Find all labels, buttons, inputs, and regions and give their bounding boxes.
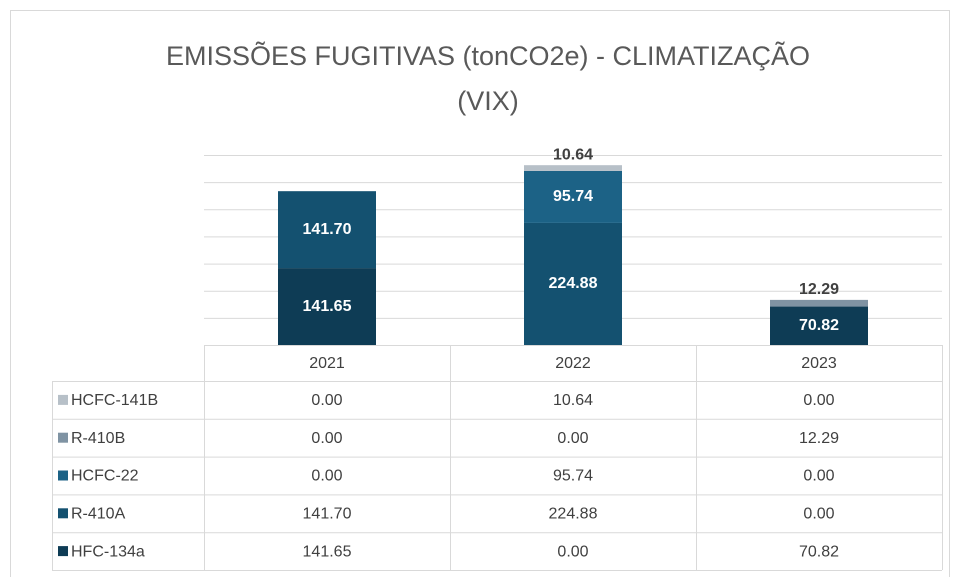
legend-swatch [58,508,68,519]
table-cell: 224.88 [549,506,598,523]
data-label: 224.88 [549,275,598,292]
table-cell: 0.00 [311,430,342,447]
data-label: 10.64 [553,146,593,163]
bar-segment [278,268,376,345]
legend-label: R-410B [71,430,125,447]
legend-swatch [58,394,68,405]
table-cell: 0.00 [311,392,342,409]
table-cell: 141.65 [303,543,352,560]
bar-segment [524,170,622,223]
data-label: 70.82 [799,317,839,334]
chart-frame [10,10,950,577]
data-label: 141.70 [303,221,352,238]
x-tick-label: 2022 [555,355,591,372]
legend-label: HCFC-22 [71,468,139,485]
table-cell: 0.00 [557,430,588,447]
table-cell: 141.70 [303,506,352,523]
table-cell: 0.00 [803,506,834,523]
legend-label: HFC-134a [71,543,145,560]
table-cell: 0.00 [557,543,588,560]
bar-segment [278,191,376,269]
table-cell: 95.74 [553,468,593,485]
x-tick-label: 2023 [801,355,837,372]
chart-title: EMISSÕES FUGITIVAS (tonCO2e) - CLIMATIZA… [166,40,810,116]
legend-label: HCFC-141B [71,392,158,409]
bar-segment [770,306,868,345]
table-cell: 12.29 [799,430,839,447]
data-label: 141.65 [303,298,352,315]
bar-segment [524,165,622,171]
legend-label: R-410A [71,506,126,523]
table-cell: 0.00 [311,468,342,485]
bar-segment [770,299,868,307]
x-tick-label: 2021 [309,355,345,372]
table-cell: 0.00 [803,468,834,485]
legend-swatch [58,432,68,443]
data-label: 95.74 [553,188,593,205]
legend-swatch [58,470,68,481]
table-cell: 0.00 [803,392,834,409]
legend-swatch [58,546,68,557]
bar-segment [524,222,622,345]
table-cell: 70.82 [799,543,839,560]
data-label: 12.29 [799,281,839,298]
table-cell: 10.64 [553,392,593,409]
